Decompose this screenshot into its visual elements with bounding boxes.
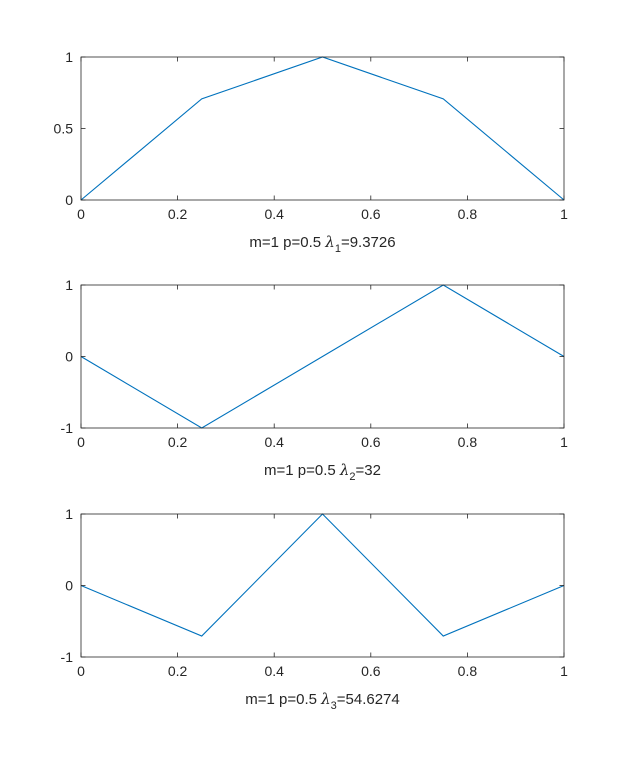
x-tick-label: 0 [77, 434, 85, 450]
x-axis-label-lambda: λ [320, 690, 331, 708]
x-tick-label: 0.6 [361, 206, 381, 222]
x-tick-label: 0 [77, 663, 85, 679]
x-tick-label: 0.8 [458, 434, 478, 450]
x-tick-label: 0.6 [361, 663, 381, 679]
x-axis-label-prefix: m=1 p=0.5 [245, 691, 321, 708]
x-axis-label-prefix: m=1 p=0.5 [264, 462, 340, 479]
x-axis-label-suffix: =54.6274 [337, 691, 400, 708]
x-tick-label: 0.4 [264, 434, 284, 450]
x-axis-label-subscript: 1 [335, 243, 341, 255]
x-axis-label-lambda: λ [339, 461, 350, 479]
y-tick-label: 1 [65, 277, 73, 293]
y-tick-label: 0 [65, 192, 73, 208]
x-axis-label-subscript: 3 [331, 700, 337, 712]
x-axis-label: m=1 p=0.5 λ1=9.3726 [249, 233, 395, 255]
x-axis-label-suffix: =9.3726 [341, 234, 396, 251]
x-tick-label: 0.2 [168, 434, 188, 450]
x-axis-label-lambda: λ [324, 233, 335, 251]
x-tick-label: 0.8 [458, 206, 478, 222]
y-tick-label: -1 [61, 420, 74, 436]
x-tick-label: 1 [560, 206, 568, 222]
x-tick-label: 0.6 [361, 434, 381, 450]
x-tick-label: 0.4 [264, 206, 284, 222]
y-tick-label: 1 [65, 506, 73, 522]
x-axis-label-suffix: =32 [356, 462, 381, 479]
x-axis-label-subscript: 2 [349, 471, 355, 483]
x-axis-label: m=1 p=0.5 λ3=54.6274 [245, 690, 400, 712]
x-tick-label: 0.2 [168, 663, 188, 679]
y-tick-label: 1 [65, 49, 73, 65]
y-tick-label: -1 [61, 649, 74, 665]
x-tick-label: 1 [560, 434, 568, 450]
x-tick-label: 0.4 [264, 663, 284, 679]
subplot-1: 0 0.2 0.4 0.6 0.8 100.51m=1 p=0.5 λ1=9.3726 [54, 49, 569, 255]
axes-background [81, 514, 564, 657]
y-tick-label: 0 [65, 578, 73, 594]
x-tick-label: 1 [560, 663, 568, 679]
x-axis-label: m=1 p=0.5 λ2=32 [264, 461, 381, 483]
y-tick-label: 0.5 [54, 121, 74, 137]
x-tick-label: 0.8 [458, 663, 478, 679]
y-tick-label: 0 [65, 349, 73, 365]
x-tick-label: 0 [77, 206, 85, 222]
x-axis-label-prefix: m=1 p=0.5 [249, 234, 325, 251]
x-tick-label: 0.2 [168, 206, 188, 222]
axes-background [81, 57, 564, 200]
